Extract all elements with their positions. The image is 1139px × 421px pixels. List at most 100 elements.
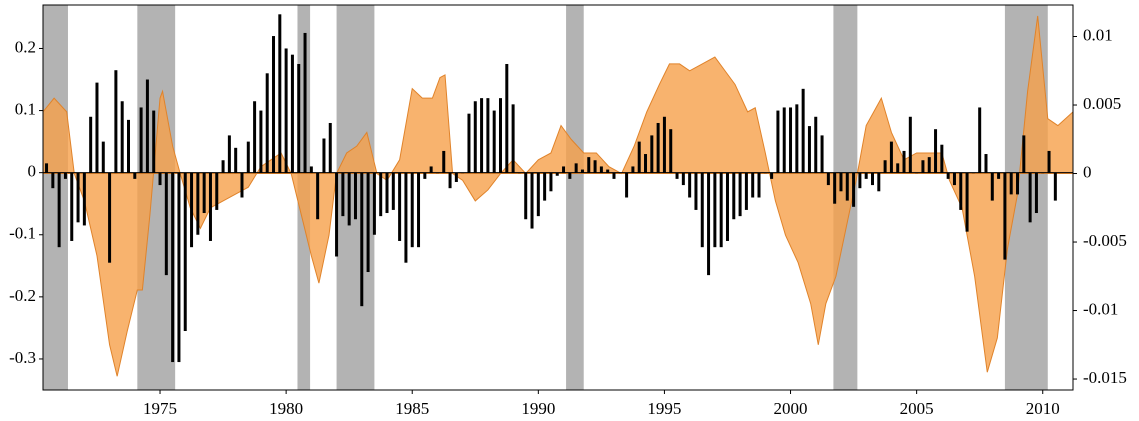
y-tick-label: -0.2 [9, 286, 36, 305]
bar [644, 154, 648, 173]
bar [259, 110, 263, 173]
bar [120, 101, 124, 173]
bar [770, 172, 774, 179]
bar [1022, 135, 1026, 173]
bar [751, 172, 755, 198]
bar [108, 172, 112, 263]
bar [89, 116, 93, 173]
bar [864, 172, 868, 179]
bar [984, 154, 988, 173]
bar [845, 172, 849, 201]
bar [486, 98, 490, 173]
bar [272, 36, 276, 173]
plot-marks [42, 14, 1074, 377]
bar [398, 172, 402, 241]
bar [858, 172, 862, 189]
y2-tick-label: 0.005 [1083, 94, 1121, 113]
y-tick-label: -0.1 [9, 224, 36, 243]
bar [965, 172, 969, 232]
bar [423, 172, 427, 179]
bar [675, 172, 679, 179]
bar [227, 135, 231, 173]
bar [45, 163, 49, 173]
bar [606, 169, 610, 173]
bar [246, 141, 250, 173]
bar [883, 160, 887, 173]
bar [612, 172, 616, 179]
bar [114, 70, 118, 173]
bar [776, 110, 780, 173]
bar [492, 110, 496, 173]
bar [473, 101, 477, 173]
bar [101, 141, 105, 173]
bar [656, 122, 660, 173]
bar [1034, 172, 1038, 214]
bar [328, 122, 332, 173]
bar [921, 160, 925, 173]
bar [990, 172, 994, 201]
bar [76, 172, 80, 223]
bar [927, 157, 931, 173]
bar [852, 172, 856, 207]
bar [732, 172, 736, 220]
bar [889, 141, 893, 173]
y-tick-label: 0 [28, 162, 37, 181]
bar [707, 172, 711, 276]
bar [896, 163, 900, 173]
x-tick-label: 1990 [521, 399, 555, 418]
bar [82, 172, 86, 226]
bar [353, 172, 357, 220]
bar [833, 172, 837, 204]
bar [316, 172, 320, 220]
bar [139, 107, 143, 173]
bar [234, 147, 238, 173]
bar [190, 172, 194, 248]
bar [63, 172, 67, 179]
bar [877, 172, 881, 192]
y2-tick-label: -0.015 [1083, 368, 1127, 387]
bar [662, 116, 666, 173]
bar [152, 110, 156, 173]
bar [908, 116, 912, 173]
bar [568, 172, 572, 179]
y2-tick-label: 0 [1083, 162, 1092, 181]
bar [738, 172, 742, 217]
bar [713, 172, 717, 248]
bar [744, 172, 748, 210]
x-tick-label: 1985 [395, 399, 429, 418]
bar [372, 172, 376, 235]
x-tick-label: 1995 [647, 399, 681, 418]
bar [562, 166, 566, 173]
area [42, 15, 1074, 377]
bar [95, 82, 99, 173]
bar [164, 172, 168, 276]
bar [543, 172, 547, 201]
bar [404, 172, 408, 263]
bar [126, 119, 130, 173]
bar [757, 172, 761, 198]
bar [782, 107, 786, 173]
x-tick-label: 2005 [900, 399, 934, 418]
bar [940, 144, 944, 173]
bar [511, 104, 515, 173]
bar [1053, 172, 1057, 201]
bar [593, 160, 597, 173]
recession-band [566, 5, 584, 390]
bar [467, 113, 471, 173]
bar [997, 172, 1001, 179]
bar [694, 172, 698, 210]
bar [322, 138, 326, 173]
bar [795, 104, 799, 173]
bar [625, 172, 629, 198]
bar [1047, 150, 1051, 173]
bar [946, 172, 950, 179]
bar [70, 172, 74, 241]
bar [202, 172, 206, 214]
bar [221, 160, 225, 173]
bar [341, 172, 345, 217]
bar [599, 166, 603, 173]
bar [580, 169, 584, 173]
bar [265, 73, 269, 173]
bar [669, 129, 673, 173]
